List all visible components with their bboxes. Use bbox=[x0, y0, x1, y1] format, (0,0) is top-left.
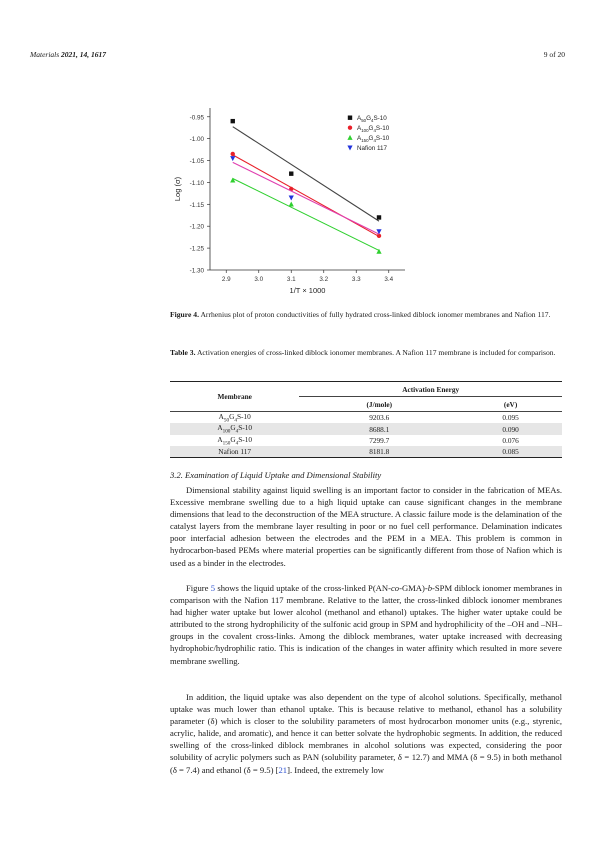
data-point-series-2 bbox=[230, 177, 236, 183]
fit-line-series-0 bbox=[232, 126, 380, 222]
figure-caption: Figure 4. Arrhenius plot of proton condu… bbox=[170, 309, 562, 320]
energy-jmole: 8688.1 bbox=[299, 423, 460, 435]
paragraph-1: Dimensional stability against liquid swe… bbox=[170, 485, 562, 568]
data-point-series-3 bbox=[376, 229, 382, 235]
header-unit-jmole: (J/mole) bbox=[299, 396, 460, 412]
p3-text-b: ]. Indeed, the extremely low bbox=[287, 764, 384, 775]
energy-jmole: 8181.8 bbox=[299, 446, 460, 458]
data-point-series-1 bbox=[230, 151, 235, 157]
y-tick-label: -1.25 bbox=[190, 246, 205, 253]
energy-jmole: 7299.7 bbox=[369, 436, 390, 446]
energy-ev: 0.085 bbox=[459, 446, 562, 458]
data-point-series-1 bbox=[376, 233, 382, 239]
legend-label-2: A150G4S-10 bbox=[357, 135, 390, 143]
fit-line-series-1 bbox=[232, 154, 380, 237]
header-unit-ev: (eV) bbox=[459, 396, 562, 412]
table-row: A100G4S-10 8688.1 0.090 bbox=[170, 423, 562, 435]
data-point-series-3 bbox=[288, 195, 294, 201]
x-tick-label: 3.2 bbox=[319, 276, 328, 283]
energy-ev: 0.090 bbox=[459, 423, 562, 435]
membrane-name: A50G4S-10 bbox=[218, 412, 251, 424]
data-point-series-0 bbox=[230, 118, 235, 124]
table-row: A50G4S-10 9203.6 0.095 bbox=[170, 412, 562, 424]
paragraph-2: Figure 5 shows the liquid uptake of the … bbox=[170, 582, 562, 667]
energy-ev: 0.076 bbox=[502, 436, 519, 446]
y-axis-label: Log (σ) bbox=[173, 176, 182, 201]
energy-jmole: 9203.6 bbox=[369, 413, 390, 423]
data-point-series-3 bbox=[230, 156, 236, 162]
p2-italic-b: b bbox=[427, 583, 433, 593]
fit-line-series-2 bbox=[232, 177, 380, 251]
legend-label-3: Nafion 117 bbox=[357, 145, 387, 152]
legend-marker-1 bbox=[347, 125, 353, 130]
reference-21-link[interactable]: 21 bbox=[278, 764, 288, 775]
p2-italic-co: co bbox=[390, 583, 400, 593]
header-membrane: Membrane bbox=[170, 381, 300, 412]
x-tick-label: 3.4 bbox=[384, 276, 393, 283]
membrane-name: A150G4S-10 bbox=[217, 434, 253, 447]
data-point-series-0 bbox=[376, 215, 382, 220]
p3-text-a: In addition, the liquid uptake was also … bbox=[170, 692, 562, 775]
x-tick-label: 3.0 bbox=[254, 276, 263, 283]
y-tick-label: -1.10 bbox=[190, 180, 205, 187]
x-axis-label: 1/T × 1000 bbox=[290, 286, 326, 295]
journal-citation: 2021, 14, 1617 bbox=[61, 50, 107, 59]
table-caption: Table 3. Activation energies of cross-li… bbox=[170, 347, 562, 358]
membrane-name: Nafion 117 bbox=[170, 446, 300, 458]
fit-line-series-3 bbox=[232, 161, 380, 235]
p2-text-d: -SPM diblock ionomer membranes in compar… bbox=[170, 583, 563, 666]
y-tick-label: -1.15 bbox=[190, 202, 205, 209]
table-label: Table 3. bbox=[170, 348, 196, 357]
paragraph-3: In addition, the liquid uptake was also … bbox=[170, 691, 562, 776]
data-point-series-2 bbox=[288, 201, 294, 207]
page-number: 9 of 20 bbox=[543, 50, 565, 59]
y-tick-label: -1.20 bbox=[190, 224, 205, 231]
p2-text-a: Figure bbox=[186, 583, 211, 593]
arrhenius-chart: -0.95 -1.00 -1.05 -1.10 -1.15 -1.20 -1.25 -1.30… bbox=[173, 108, 405, 295]
legend-marker-3 bbox=[347, 145, 353, 151]
x-tick-label: 2.9 bbox=[222, 276, 231, 283]
legend-label-1: A100G4S-10 bbox=[357, 125, 390, 133]
figure-caption-text: Arrhenius plot of proton conductivities … bbox=[198, 310, 551, 319]
x-tick-label: 3.3 bbox=[352, 276, 361, 283]
figure-label: Figure 4. bbox=[170, 310, 199, 319]
journal-name: Materials bbox=[30, 50, 60, 59]
y-tick-label: -1.30 bbox=[190, 268, 205, 275]
membrane-name: A100G4S-10 bbox=[170, 423, 300, 435]
table-row: A150G4S-10 7299.7 0.076 bbox=[170, 435, 562, 446]
legend-marker-0 bbox=[347, 115, 353, 120]
header-activation-energy: Activation Energy bbox=[299, 381, 562, 397]
x-tick-label: 3.1 bbox=[287, 276, 296, 283]
p2-text-b: shows the liquid uptake of the cross-lin… bbox=[215, 583, 391, 593]
table-caption-text: Activation energies of cross-linked dibl… bbox=[195, 348, 556, 357]
table-row: Nafion 117 8181.8 0.085 bbox=[170, 446, 562, 458]
activation-energy-table: Membrane Activation Energy (J/mole) (eV)… bbox=[170, 381, 562, 458]
energy-ev: 0.095 bbox=[502, 413, 519, 423]
y-tick-label: -1.00 bbox=[190, 136, 205, 143]
y-tick-label: -1.05 bbox=[190, 158, 205, 165]
running-header-journal: Materials 2021, 14, 1617 bbox=[30, 50, 106, 59]
y-tick-label: -0.95 bbox=[190, 114, 205, 121]
figure-5-link[interactable]: 5 bbox=[210, 583, 216, 593]
p2-text-c: -GMA)- bbox=[399, 583, 428, 593]
legend-label-0: A50G4S-10 bbox=[357, 115, 387, 123]
data-point-series-0 bbox=[289, 171, 294, 176]
section-title: 3.2. Examination of Liquid Uptake and Di… bbox=[170, 470, 382, 480]
data-point-series-2 bbox=[376, 248, 382, 254]
legend-marker-2 bbox=[347, 134, 353, 140]
